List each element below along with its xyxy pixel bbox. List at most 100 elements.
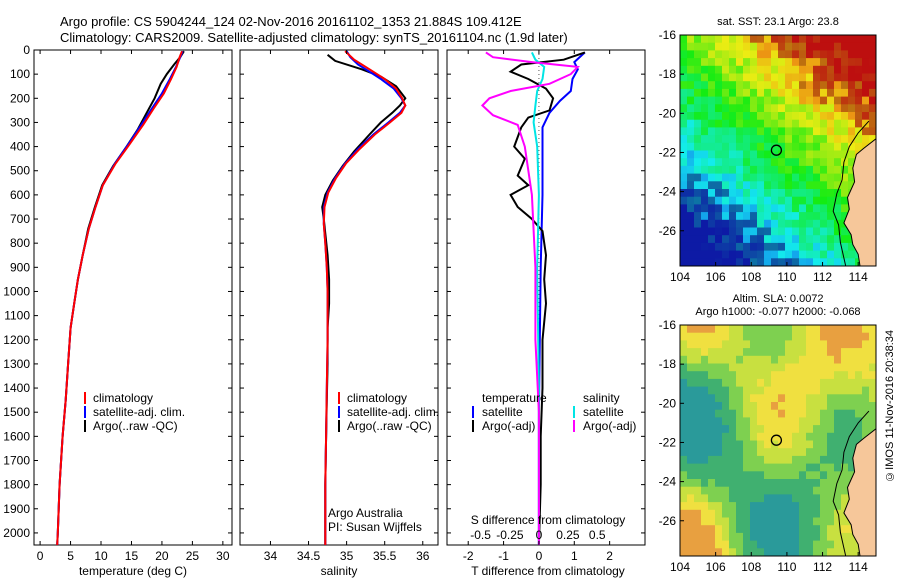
map-cell [708, 548, 716, 557]
map-cell [799, 517, 807, 526]
map-cell [729, 325, 737, 334]
map-cell [687, 189, 695, 198]
map-cell [736, 196, 744, 205]
map-cell [799, 455, 807, 464]
map-cell [848, 158, 856, 167]
map-cell [841, 173, 849, 182]
map-cell [764, 479, 772, 488]
map-cell [869, 119, 877, 128]
map-cell [820, 448, 828, 457]
map-cell [785, 150, 793, 159]
map-cell [687, 88, 695, 97]
map-cell [687, 432, 695, 441]
map-cell [806, 35, 814, 44]
legend-argo: Argo(..raw -QC) [93, 419, 178, 433]
map-cell [722, 494, 730, 503]
map-cell [715, 219, 723, 228]
map-cell [813, 135, 821, 144]
map-cell [806, 402, 814, 411]
map-cell [785, 548, 793, 557]
map-cell [680, 96, 688, 105]
map-cell [792, 425, 800, 434]
map-cell [834, 471, 842, 480]
map-cell [813, 104, 821, 113]
map-cell [806, 517, 814, 526]
map-cell [820, 212, 828, 221]
map-cell [694, 340, 702, 349]
map-cell [736, 548, 744, 557]
map-cell [862, 394, 870, 403]
map-cell [862, 73, 870, 82]
map-cell [743, 250, 751, 259]
map-cell [862, 104, 870, 113]
map-cell [806, 502, 814, 511]
map-cell [834, 409, 842, 418]
map-cell [764, 135, 772, 144]
map-cell [680, 250, 688, 259]
y-tick-label: -24 [659, 475, 677, 489]
map-cell [771, 355, 779, 364]
map-cell [757, 386, 765, 395]
map-cell [778, 119, 786, 128]
map-cell [701, 227, 709, 236]
map-cell [841, 127, 849, 136]
y-tick-label: 600 [10, 188, 30, 202]
map-cell [834, 494, 842, 503]
map-cell [736, 486, 744, 495]
map-cell [785, 425, 793, 434]
map-cell [799, 65, 807, 74]
map-cell [799, 471, 807, 480]
map-cell [764, 212, 772, 221]
map-cell [848, 50, 856, 59]
map-cell [820, 355, 828, 364]
map-cell [722, 65, 730, 74]
map-cell [694, 348, 702, 357]
map-cell [806, 432, 814, 441]
x-tick-label: 2 [606, 549, 613, 563]
map-cell [792, 340, 800, 349]
map-cell [764, 227, 772, 236]
temperature-legend: climatology satellite-adj. clim. Argo(..… [84, 391, 185, 433]
map-cell [827, 135, 835, 144]
map-cell [827, 532, 835, 541]
map-cell [743, 348, 751, 357]
map-cell [729, 112, 737, 121]
y-tick-label: -24 [659, 185, 677, 199]
map-cell [848, 402, 856, 411]
map-cell [729, 258, 737, 267]
map-cell [778, 394, 786, 403]
x-tick-label: 5 [67, 549, 74, 563]
map-cell [757, 212, 765, 221]
map-cell [743, 112, 751, 121]
map-cell [792, 386, 800, 395]
map-cell [848, 355, 856, 364]
map-cell [834, 258, 842, 267]
map-cell [848, 88, 856, 97]
map-cell [764, 189, 772, 198]
map-cell [785, 394, 793, 403]
map-cell [771, 173, 779, 182]
map-cell [750, 471, 758, 480]
map-cell [827, 548, 835, 557]
map-cell [694, 150, 702, 159]
map-cell [862, 81, 870, 90]
map-cell [680, 448, 688, 457]
map-cell [764, 150, 772, 159]
map-cell [687, 386, 695, 395]
map-cell [708, 142, 716, 151]
map-cell [792, 250, 800, 259]
y-tick-label: 1500 [3, 405, 30, 419]
map-cell [813, 525, 821, 534]
x-tick-label: 110 [777, 270, 796, 284]
map-cell [687, 35, 695, 44]
series-climatology [56, 50, 183, 546]
map-cell [799, 88, 807, 97]
map-cell [743, 363, 751, 372]
map-cell [799, 250, 807, 259]
map-cell [764, 525, 772, 534]
map-cell [869, 402, 877, 411]
map-cell [792, 417, 800, 426]
map-cell [834, 425, 842, 434]
map-cell [750, 73, 758, 82]
map-cell [785, 417, 793, 426]
